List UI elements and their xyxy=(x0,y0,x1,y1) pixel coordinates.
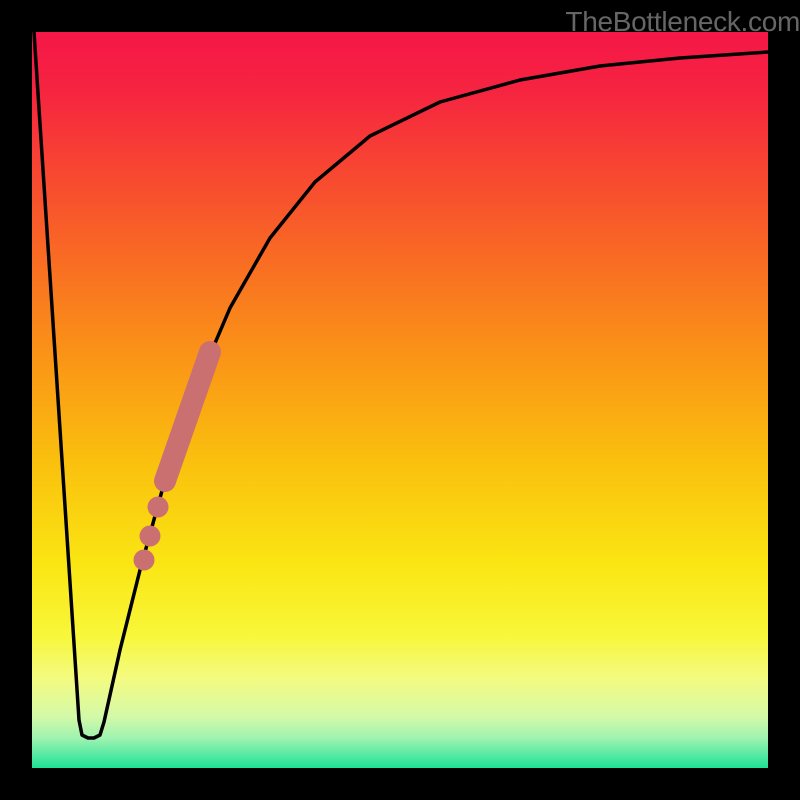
plot-svg xyxy=(0,0,800,800)
watermark-text: TheBottleneck.com xyxy=(565,6,800,38)
highlight-dot xyxy=(148,497,169,518)
plot-area-gradient xyxy=(32,32,768,768)
chart-canvas: TheBottleneck.com xyxy=(0,0,800,800)
highlight-dot xyxy=(134,550,155,571)
highlight-dot xyxy=(140,526,161,547)
